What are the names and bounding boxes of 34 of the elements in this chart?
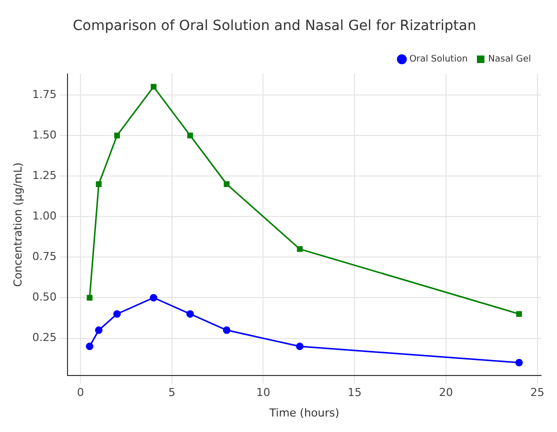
y-tick-label: 1.50 — [32, 128, 57, 142]
x-tick-label: 0 — [76, 386, 84, 400]
point — [150, 294, 158, 302]
point — [95, 326, 103, 334]
point — [150, 84, 156, 90]
y-tick-label: 1.75 — [32, 88, 57, 101]
point — [222, 326, 230, 334]
point — [86, 294, 92, 301]
y-tick-label: 0.75 — [32, 250, 57, 264]
x-axis-title: Time (hours) — [268, 406, 340, 420]
point — [296, 246, 303, 252]
point — [516, 311, 522, 317]
point — [114, 132, 120, 138]
point — [96, 181, 102, 188]
x-tick-label: 10 — [256, 386, 270, 400]
x-tick-label: 25 — [530, 386, 544, 400]
legend-label: Nasal Gel — [488, 54, 532, 65]
y-axis-title: Concentration (µg/mL) — [11, 162, 24, 287]
y-tick-label: 0.50 — [32, 290, 57, 304]
point — [224, 181, 230, 188]
point — [86, 342, 94, 350]
y-tick-label: 1.00 — [32, 209, 57, 222]
point — [186, 310, 194, 318]
x-tick-label: 5 — [168, 386, 176, 400]
point — [296, 342, 304, 350]
legend-label: Oral Solution — [409, 54, 468, 65]
point — [515, 358, 523, 366]
y-tick-label: 1.25 — [32, 168, 57, 182]
point — [113, 310, 121, 318]
x-tick-label: 20 — [438, 386, 453, 400]
x-tick-label: 15 — [348, 386, 362, 400]
chart-title: Comparison of Oral Solution and Nasal Gel for Rizatriptan — [72, 18, 476, 34]
point — [187, 132, 193, 138]
y-tick-label: 0.25 — [32, 331, 57, 344]
